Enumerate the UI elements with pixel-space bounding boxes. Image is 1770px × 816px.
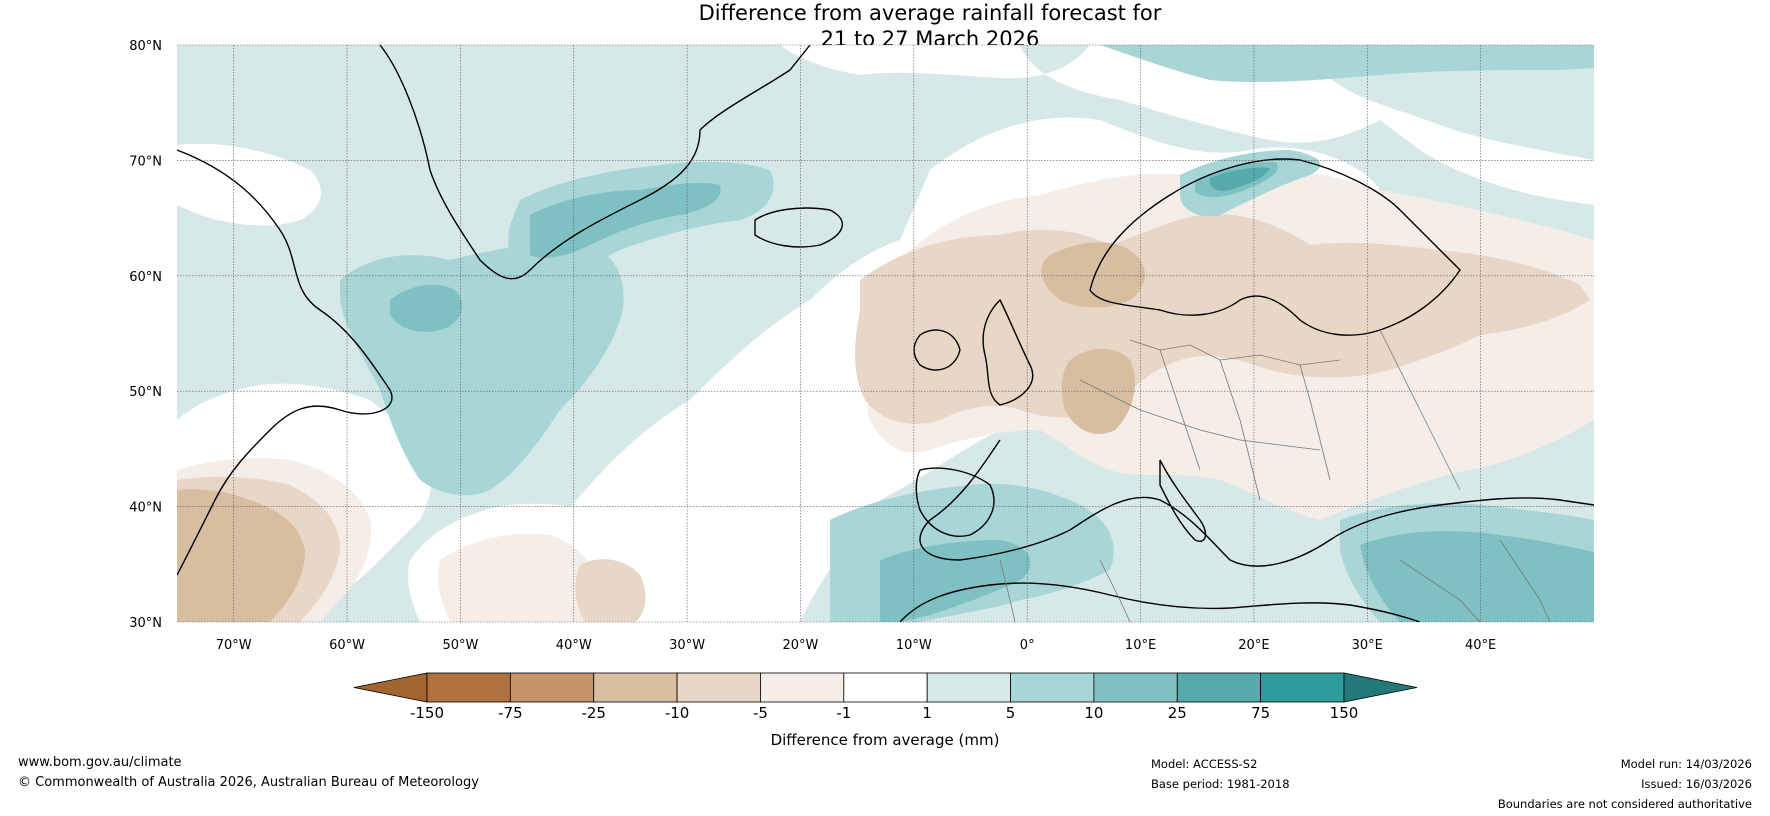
lat-tick-label: 30°N <box>129 616 162 631</box>
lon-tick-label: 40°E <box>1465 638 1496 653</box>
colorbar-tick-label: -75 <box>498 704 523 722</box>
lon-tick-label: 10°W <box>896 638 932 653</box>
footer-disclaimer: Boundaries are not considered authoritat… <box>1497 797 1752 811</box>
lat-tick-label: 80°N <box>129 39 162 54</box>
colorbar-bin <box>593 672 678 703</box>
colorbar-tick-label: 10 <box>1084 704 1103 722</box>
lon-tick-label: 10°E <box>1125 638 1156 653</box>
lon-tick-label: 0° <box>1020 638 1035 653</box>
latitude-labels: 80°N 70°N 60°N 50°N 40°N 30°N <box>129 39 162 631</box>
map-title: Difference from average rainfall forecas… <box>0 0 1770 52</box>
lon-tick-label: 20°E <box>1238 638 1269 653</box>
coastline-scandinavia <box>1089 158 1461 336</box>
lon-tick-label: 30°W <box>669 638 705 653</box>
colorbar-bin <box>1010 672 1095 703</box>
coastline-africa-north <box>899 582 1421 622</box>
coastline-europe-south <box>919 439 1594 567</box>
colorbar-tick-label: 150 <box>1330 704 1359 722</box>
footer-base-period: Base period: 1981-2018 <box>1151 777 1290 791</box>
country-borders <box>999 329 1551 622</box>
colorbar-bin <box>926 672 1011 703</box>
anomaly-dry-10-to-25-usa <box>177 489 305 622</box>
colorbar-bin <box>760 672 845 703</box>
title-line-1: Difference from average rainfall forecas… <box>698 1 1162 25</box>
colorbar-tick-label: -5 <box>753 704 768 722</box>
colorbar-bin <box>426 672 511 703</box>
colorbar-bin <box>509 672 595 703</box>
colorbar-tick-label: 25 <box>1168 704 1187 722</box>
anomaly-dry-5-to-10-atlantic <box>575 559 646 622</box>
colorbar-extend-high <box>1343 672 1418 703</box>
lat-tick-label: 70°N <box>129 154 162 169</box>
lon-tick-label: 40°W <box>556 638 592 653</box>
colorbar-tick-label: -1 <box>836 704 851 722</box>
graticule <box>177 44 1594 623</box>
anomaly-dry-10-to-25-europe <box>1041 242 1145 434</box>
lat-tick-label: 40°N <box>129 501 162 516</box>
footer-model: Model: ACCESS-S2 <box>1151 757 1258 771</box>
coastline-britain <box>982 298 1034 406</box>
lat-tick-label: 50°N <box>129 385 162 400</box>
colorbar: -150 -75 -25 -10 -5 -1 1 5 10 25 75 150 <box>353 672 1418 722</box>
coastline-iberia <box>915 467 995 537</box>
colorbar-tick-label: -150 <box>410 704 444 722</box>
anomaly-wet-10-to-25-east-med <box>1360 531 1594 622</box>
lon-tick-label: 30°E <box>1352 638 1383 653</box>
coastline-north-america <box>177 149 393 576</box>
footer-website: www.bom.gov.au/climate <box>18 755 182 770</box>
lon-tick-label: 50°W <box>442 638 478 653</box>
anomaly-wet-10-to-25-mediterranean <box>880 540 1031 622</box>
lon-tick-label: 70°W <box>216 638 252 653</box>
footer-copyright: © Commonwealth of Australia 2026, Austra… <box>18 775 479 790</box>
colorbar-tick-label: 1 <box>922 704 932 722</box>
colorbar-bin <box>676 672 761 703</box>
lon-tick-label: 20°W <box>783 638 819 653</box>
footer-issued: Issued: 16/03/2026 <box>1641 777 1752 791</box>
colorbar-extend-low <box>353 672 428 703</box>
lon-tick-label: 60°W <box>329 638 365 653</box>
colorbar-tick-label: 75 <box>1251 704 1270 722</box>
coastline-iceland <box>754 207 843 248</box>
colorbar-bin <box>843 672 928 703</box>
anomaly-wet-10-to-25-labrador <box>390 284 463 332</box>
colorbar-bin <box>1260 672 1345 703</box>
anomaly-dry-5-to-10-europe <box>855 214 1590 424</box>
coastlines <box>177 45 1594 622</box>
colorbar-label: Difference from average (mm) <box>771 731 1000 749</box>
colorbar-bin <box>1093 672 1178 703</box>
coastline-ireland <box>913 329 961 371</box>
anomaly-wet-5-to-10-arctic <box>1100 45 1594 83</box>
colorbar-tick-label: 5 <box>1006 704 1016 722</box>
colorbar-bin <box>1176 672 1262 703</box>
colorbar-tick-label: -25 <box>581 704 606 722</box>
anomaly-near-average-arctic <box>780 45 1594 205</box>
map-area <box>177 45 1594 622</box>
anomaly-wet-25-to-75-norway <box>1209 167 1270 191</box>
anomaly-dry-1-to-5-atlantic <box>438 533 605 622</box>
lat-tick-label: 60°N <box>129 270 162 285</box>
colorbar-tick-label: -10 <box>665 704 690 722</box>
coastline-greenland <box>379 45 811 280</box>
coastline-italy <box>1159 459 1207 542</box>
longitude-labels: 70°W 60°W 50°W 40°W 30°W 20°W 10°W 0° 10°E 20°E 30… <box>216 638 1497 653</box>
footer-model-run: Model run: 14/03/2026 <box>1620 757 1752 771</box>
anomaly-wet-10-to-25-greenland <box>530 182 721 258</box>
anomaly-near-average-northwest <box>177 143 321 226</box>
